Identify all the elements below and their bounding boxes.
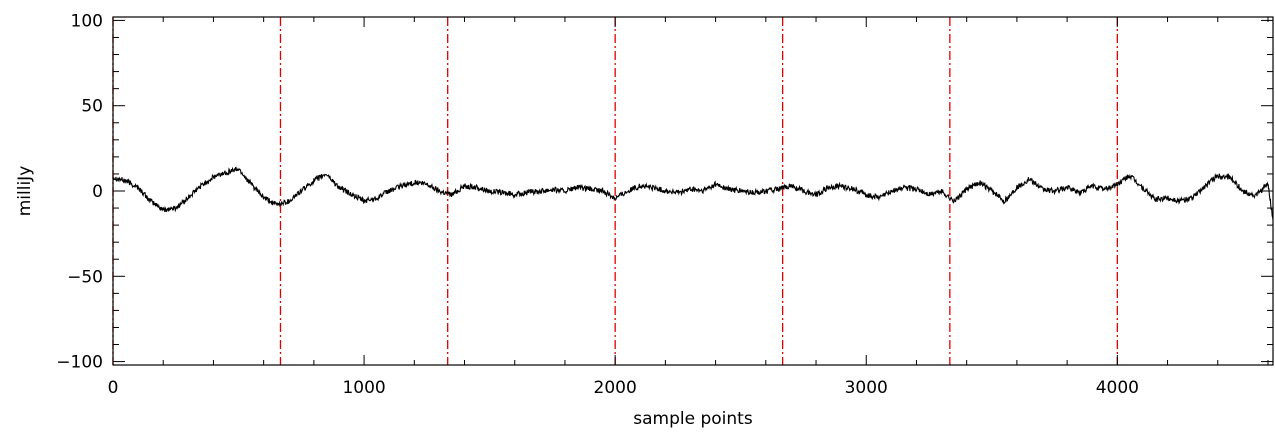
series-line-0 — [112, 166, 1274, 221]
y-tick-label: 50 — [81, 97, 103, 117]
y-axis: −100 −50 0 50 100 — [56, 11, 1273, 373]
x-tick-label: 4000 — [1096, 378, 1139, 398]
vertical-marker-lines — [112, 17, 1118, 365]
y-tick-label: 0 — [92, 182, 103, 202]
y-tick-label: −100 — [56, 353, 103, 373]
x-tick-label: 1000 — [342, 378, 385, 398]
y-axis-title: milliJy — [15, 166, 35, 217]
y-tick-label: −50 — [67, 267, 103, 287]
x-axis: 0 1000 2000 3000 4000 — [108, 17, 1269, 398]
series-layer — [112, 166, 1274, 221]
x-tick-label: 2000 — [594, 378, 637, 398]
x-tick-label: 0 — [108, 378, 119, 398]
x-axis-title: sample points — [633, 409, 753, 429]
y-tick-label: 100 — [71, 11, 103, 31]
x-tick-label: 3000 — [845, 378, 888, 398]
